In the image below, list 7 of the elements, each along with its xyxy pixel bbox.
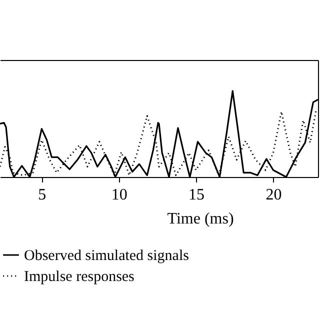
x-axis-title: Time (ms) (167, 210, 234, 228)
legend-label: Impulse responses (24, 269, 135, 285)
x-tick-label: 20 (266, 186, 282, 204)
x-tick-label: 15 (188, 186, 205, 204)
x-tick-label: 5 (38, 186, 46, 204)
legend-label: Observed simulated signals (24, 248, 190, 264)
x-tick-label: 10 (111, 186, 128, 204)
